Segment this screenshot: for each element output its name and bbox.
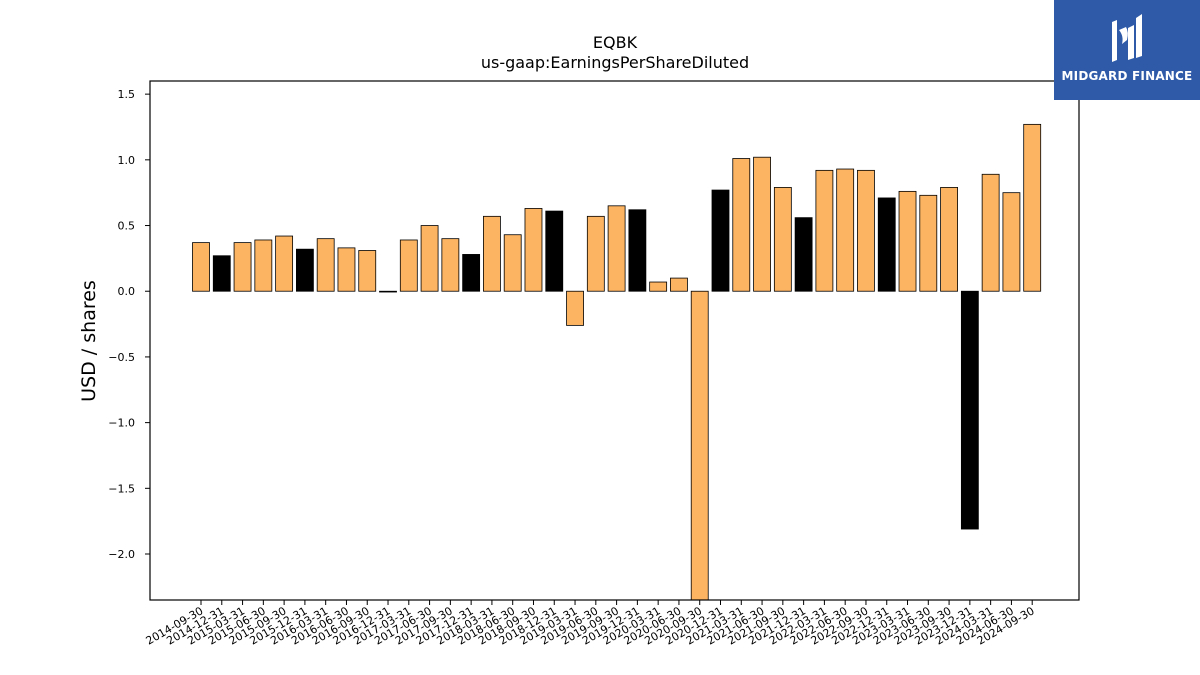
bar-2017-12-31 (462, 254, 481, 292)
bar-2020-12-31 (711, 189, 730, 292)
bar-2019-12-31 (628, 209, 647, 292)
y-axis-ticks: 1.5 1.0 0.5 0.0 −0.5 −1.0 −1.5 −2.0 (108, 88, 150, 561)
bar-2014-09-30 (192, 242, 210, 292)
y-tick-label: −2.0 (108, 548, 135, 561)
midgard-logo-icon (1112, 14, 1142, 62)
bar-2014-12-31 (212, 255, 231, 292)
y-tick-label: 1.0 (118, 154, 136, 167)
bar-2022-09-30 (857, 169, 875, 292)
bar-2015-03-31 (233, 242, 252, 292)
bar-2017-09-30 (441, 238, 460, 292)
bar-2018-03-31 (483, 215, 501, 292)
bar-2023-06-30 (919, 194, 938, 292)
bar-2016-06-30 (337, 247, 356, 292)
bar-2022-06-30 (836, 168, 855, 292)
bar-2015-12-31 (295, 248, 314, 292)
bar-2018-06-30 (503, 234, 522, 292)
bar-2016-09-30 (358, 250, 377, 292)
bar-2019-06-30 (586, 215, 605, 292)
bar-2017-06-30 (420, 225, 439, 292)
y-tick-label: 1.5 (118, 88, 136, 101)
bar-2015-06-30 (254, 239, 273, 292)
bar-2021-03-31 (732, 158, 751, 292)
bar-2020-06-30 (670, 277, 688, 292)
bar-2021-12-31 (794, 217, 813, 292)
bar-2018-09-30 (524, 208, 543, 292)
y-tick-label: 0.0 (118, 285, 136, 298)
bar-2020-09-30 (690, 290, 709, 601)
bar-2021-09-30 (773, 187, 792, 292)
bar-2016-03-31 (316, 238, 335, 292)
logo-text: MIDGARD FINANCE (1061, 69, 1193, 83)
bar-2018-12-31 (545, 210, 564, 292)
x-axis-ticks: 2014-09-302014-12-312015-03-312015-06-30… (144, 600, 1037, 648)
plot-frame (149, 80, 1080, 601)
y-tick-label: −1.0 (108, 417, 135, 430)
bar-2015-09-30 (275, 235, 294, 292)
y-axis-label: USD / shares (78, 280, 100, 402)
bar-2024-09-30 (1023, 123, 1042, 292)
bar-2024-06-30 (1002, 192, 1021, 292)
bar-2023-09-30 (940, 187, 958, 292)
y-tick-label: 0.5 (118, 220, 136, 233)
bar-2021-06-30 (753, 156, 771, 292)
chart-subtitle: us-gaap:EarningsPerShareDiluted (481, 53, 749, 72)
bar-2019-03-31 (566, 290, 584, 326)
bar-2016-12-31 (379, 290, 397, 293)
bar-2023-12-31 (960, 290, 979, 530)
bar-2022-03-31 (815, 169, 834, 292)
logo-badge: MIDGARD FINANCE (1054, 0, 1200, 100)
bar-2024-03-31 (981, 173, 1000, 292)
bar-2019-09-30 (607, 205, 626, 292)
bar-2022-12-31 (877, 197, 896, 292)
bar-2023-03-31 (898, 190, 917, 292)
bar-series (192, 123, 1042, 601)
bar-2017-03-31 (399, 239, 418, 292)
y-tick-label: −1.5 (108, 482, 135, 495)
bar-2020-03-31 (649, 281, 668, 292)
y-tick-label: −0.5 (108, 351, 135, 364)
chart-title: EQBK (593, 33, 638, 52)
